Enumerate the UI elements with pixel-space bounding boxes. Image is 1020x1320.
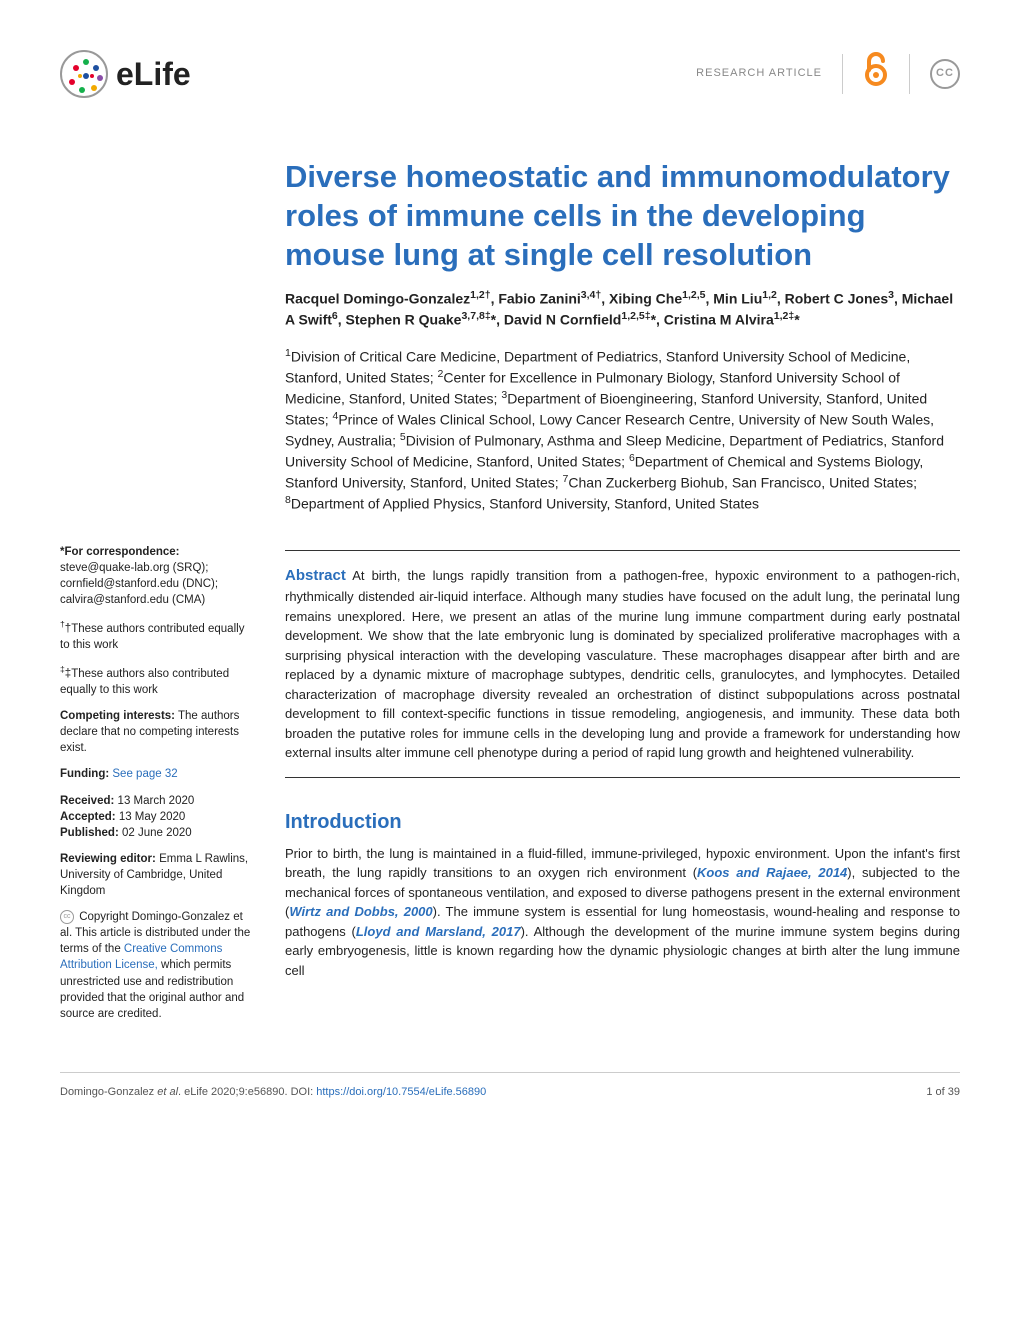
funding: Funding: See page 32 xyxy=(60,766,255,782)
correspondence-email: calvira@stanford.edu (CMA) xyxy=(60,594,205,606)
article-body: Abstract At birth, the lungs rapidly tra… xyxy=(285,544,960,1032)
abstract-text: At birth, the lungs rapidly transition f… xyxy=(285,568,960,761)
header-meta: RESEARCH ARTICLE CC xyxy=(696,50,960,98)
reviewing-editor: Reviewing editor: Emma L Rawlins, Univer… xyxy=(60,851,255,899)
article-type-label: RESEARCH ARTICLE xyxy=(696,66,822,81)
copyright-notice: cc Copyright Domingo-Gonzalez et al. Thi… xyxy=(60,909,255,1022)
doi-link[interactable]: https://doi.org/10.7554/eLife.56890 xyxy=(316,1086,486,1098)
dates: Received: 13 March 2020 Accepted: 13 May… xyxy=(60,793,255,841)
elife-logo-icon xyxy=(60,50,108,98)
page-number: 1 of 39 xyxy=(926,1085,960,1100)
open-access-icon xyxy=(863,50,889,98)
journal-logo: eLife xyxy=(60,50,191,98)
competing-interests: Competing interests: The authors declare… xyxy=(60,708,255,756)
page-header: eLife RESEARCH ARTICLE CC xyxy=(60,50,960,98)
article-sidebar: *For correspondence: steve@quake-lab.org… xyxy=(60,544,255,1032)
equal-contrib-note-2: ‡‡These authors also contributed equally… xyxy=(60,663,255,698)
abstract-label: Abstract xyxy=(285,567,346,584)
citation-link[interactable]: Lloyd and Marsland, 2017 xyxy=(356,924,521,939)
cc-small-icon: cc xyxy=(60,910,74,924)
divider xyxy=(285,777,960,778)
citation-link[interactable]: Koos and Rajaee, 2014 xyxy=(697,865,847,880)
abstract: Abstract At birth, the lungs rapidly tra… xyxy=(285,565,960,763)
footer-citation: Domingo-Gonzalez et al. eLife 2020;9:e56… xyxy=(60,1085,486,1100)
citation-link[interactable]: Wirtz and Dobbs, 2000 xyxy=(289,904,432,919)
affiliation-list: 1Division of Critical Care Medicine, Dep… xyxy=(285,346,960,514)
page-footer: Domingo-Gonzalez et al. eLife 2020;9:e56… xyxy=(60,1072,960,1100)
introduction-paragraph: Prior to birth, the lung is maintained i… xyxy=(285,844,960,981)
cc-license-icon: CC xyxy=(930,59,960,89)
journal-name: eLife xyxy=(116,52,191,97)
funding-link[interactable]: See page 32 xyxy=(112,768,177,780)
divider xyxy=(285,550,960,551)
divider xyxy=(909,54,910,94)
divider xyxy=(842,54,843,94)
article-title: Diverse homeostatic and immunomodulatory… xyxy=(285,158,960,274)
equal-contrib-note: ††These authors contributed equally to t… xyxy=(60,618,255,653)
correspondence-email: steve@quake-lab.org (SRQ); xyxy=(60,562,208,574)
author-list: Racquel Domingo-Gonzalez1,2†, Fabio Zani… xyxy=(285,288,960,330)
section-heading-introduction: Introduction xyxy=(285,808,960,836)
correspondence-email: cornfield@stanford.edu (DNC); xyxy=(60,578,218,590)
correspondence-label: *For correspondence: xyxy=(60,546,180,558)
